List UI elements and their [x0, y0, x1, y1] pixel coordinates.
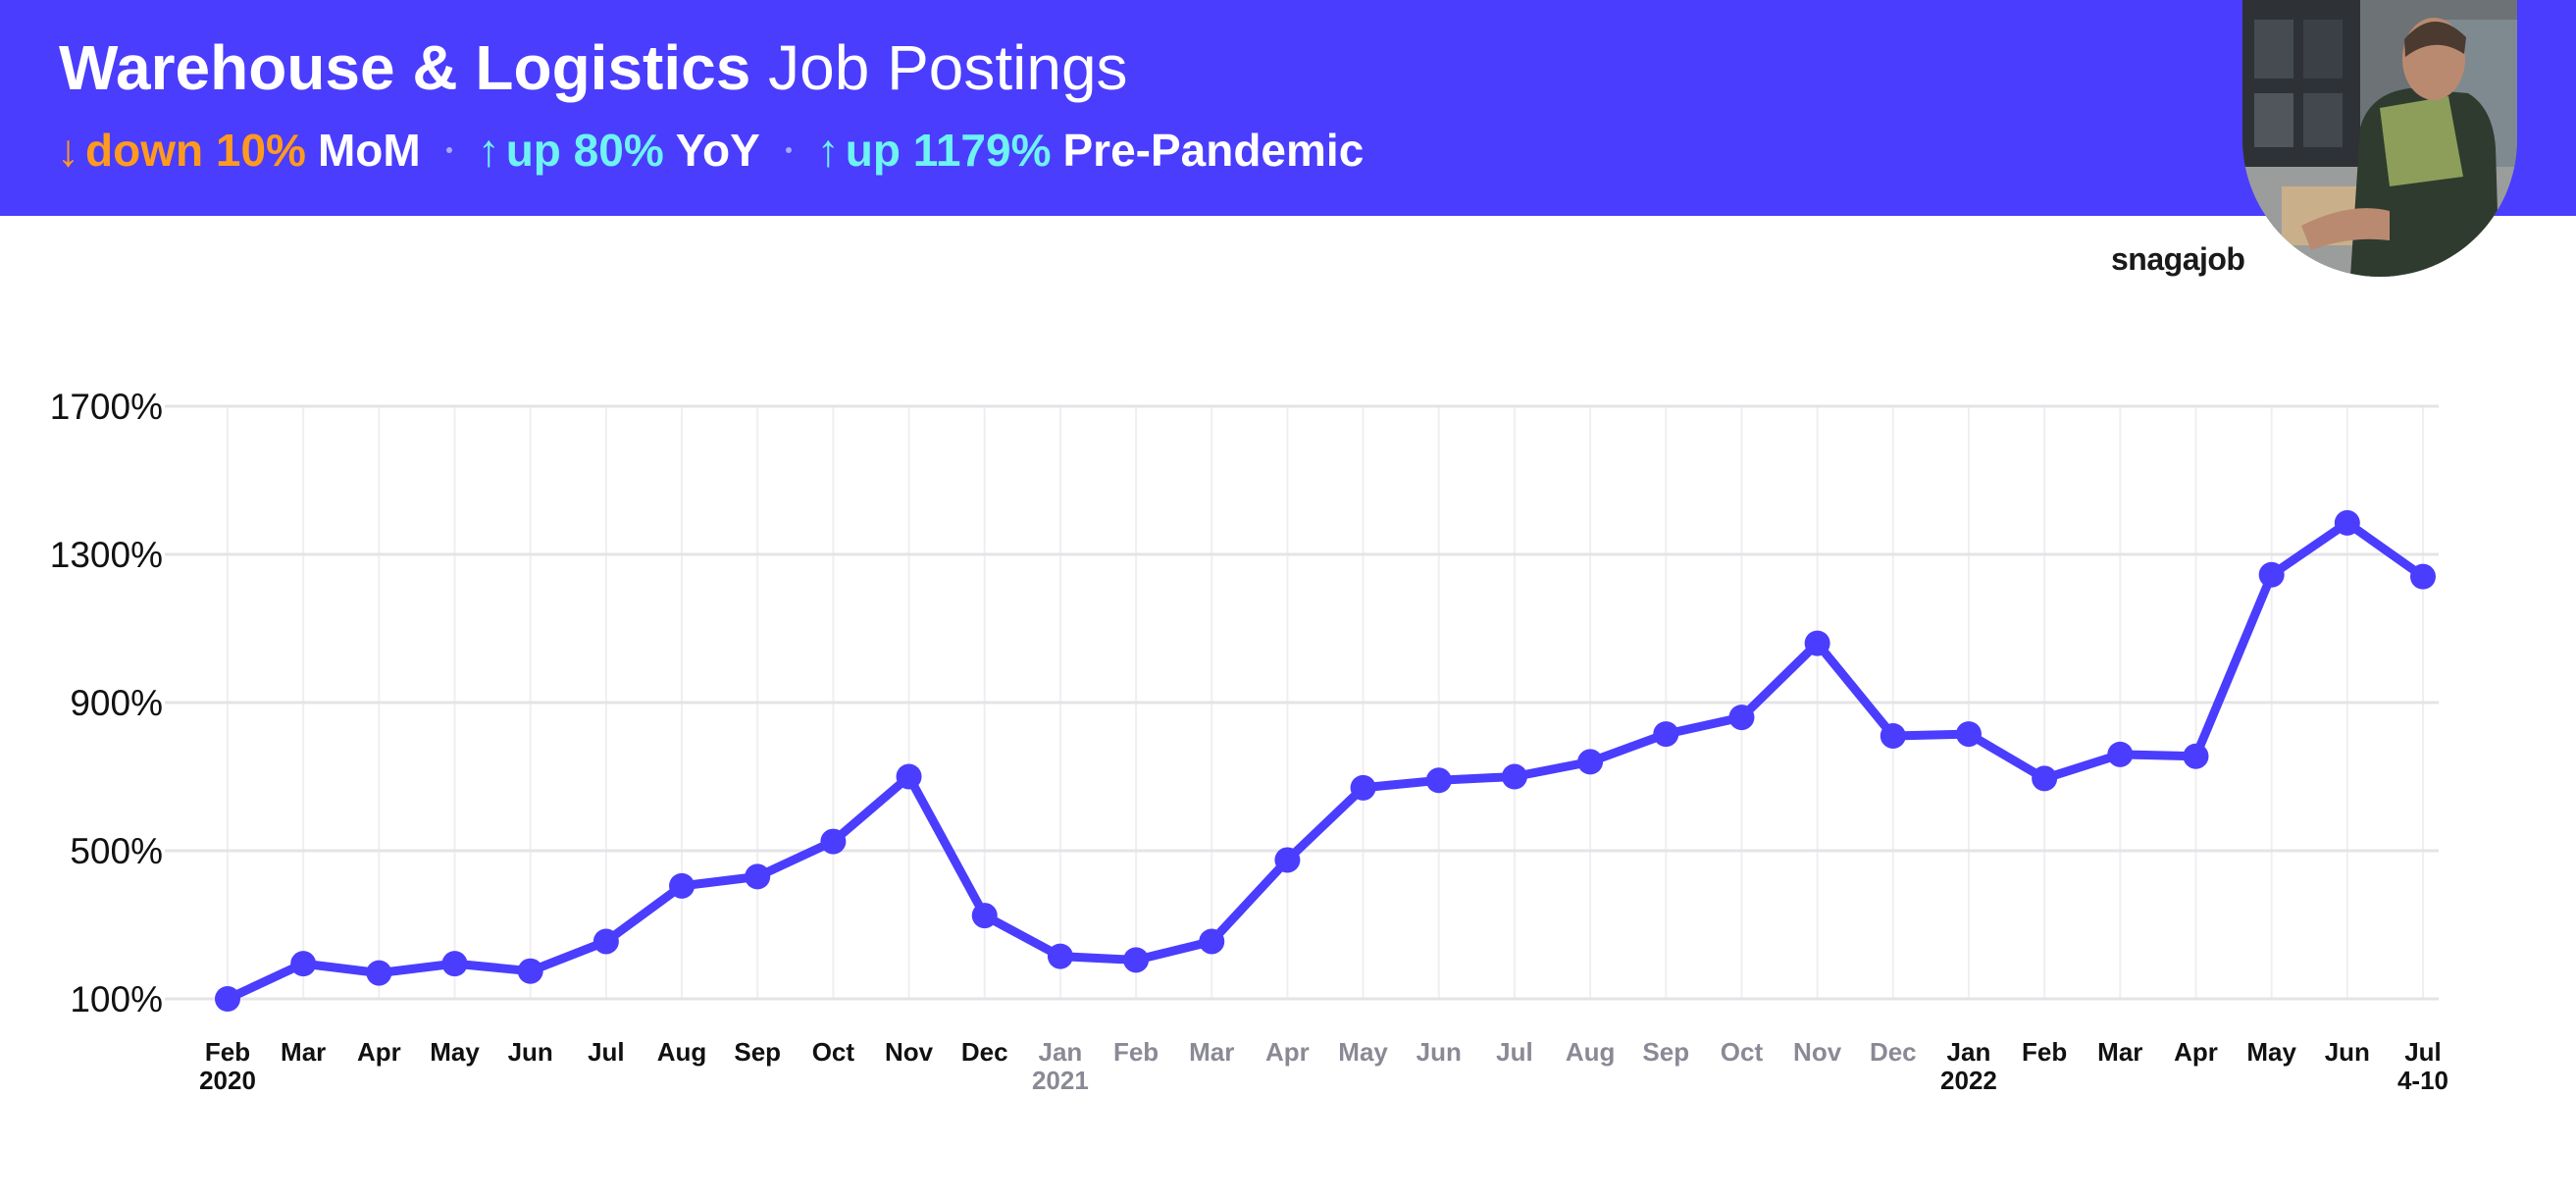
stat-pre-pandemic-label: Pre-Pandemic: [1062, 125, 1365, 176]
data-point: [1955, 721, 1982, 748]
x-tick-label: Mar: [1189, 1037, 1234, 1067]
y-tick-label: 500%: [70, 831, 163, 871]
x-tick-label: Mar: [281, 1037, 326, 1067]
x-tick-label: Sep: [1642, 1037, 1689, 1067]
arrow-up-icon: ↑: [816, 125, 840, 176]
x-tick-label: Sep: [734, 1037, 781, 1067]
x-tick-label: May: [430, 1037, 480, 1067]
stat-mom-label: MoM: [317, 125, 421, 176]
data-point: [215, 986, 240, 1012]
x-tick-label: Jan: [1947, 1037, 1991, 1067]
data-point: [669, 872, 696, 899]
x-tick-label: May: [1338, 1037, 1388, 1067]
data-point: [1501, 763, 1527, 790]
title-bold: Warehouse & Logistics: [59, 32, 751, 103]
x-tick-label: Nov: [885, 1037, 934, 1067]
data-point: [1653, 721, 1679, 748]
x-tick-label: Apr: [357, 1037, 401, 1067]
x-tick-year-label: 2020: [199, 1066, 256, 1095]
arrow-up-icon: ↑: [477, 125, 500, 176]
data-point: [1804, 630, 1830, 656]
x-tick-label: Mar: [2097, 1037, 2142, 1067]
x-tick-label: Apr: [1265, 1037, 1310, 1067]
x-tick-label: Jun: [1417, 1037, 1462, 1067]
stat-mom: ↓ down 10% MoM: [57, 124, 421, 177]
data-point: [2032, 765, 2058, 792]
x-tick-label: Dec: [961, 1037, 1008, 1067]
x-tick-label: Jul: [2404, 1037, 2442, 1067]
header-banner: Warehouse & Logistics Job Postings ↓ dow…: [0, 0, 2576, 216]
data-point: [366, 960, 392, 986]
x-tick-label: Oct: [812, 1037, 855, 1067]
data-point: [971, 903, 998, 929]
data-point: [2183, 743, 2209, 769]
stat-separator: [785, 147, 792, 153]
x-tick-label: Feb: [205, 1037, 250, 1067]
worker-photo: [2242, 0, 2517, 277]
y-tick-label: 1700%: [50, 387, 163, 427]
stat-pre-pandemic-value: up 1179%: [845, 125, 1052, 176]
data-point: [441, 951, 468, 977]
series-line: [223, 518, 2428, 1004]
x-tick-label: Oct: [1721, 1037, 1764, 1067]
stats-row: ↓ down 10% MoM ↑ up 80% YoY ↑ up 1179% P…: [57, 124, 1364, 177]
data-point: [896, 763, 922, 790]
data-point: [592, 928, 619, 955]
stat-mom-value: down 10%: [85, 125, 306, 176]
data-point: [517, 958, 543, 984]
data-points: [215, 509, 2436, 1012]
title-light: Job Postings: [768, 32, 1128, 103]
x-tick-label: Jul: [1496, 1037, 1533, 1067]
y-tick-label: 1300%: [50, 535, 163, 575]
y-tick-label: 900%: [70, 683, 163, 723]
x-tick-label: Dec: [1870, 1037, 1917, 1067]
data-point: [1577, 749, 1604, 775]
data-point: [1425, 767, 1452, 794]
data-point: [1880, 722, 1906, 749]
x-tick-label: May: [2246, 1037, 2296, 1067]
stat-yoy: ↑ up 80% YoY: [478, 124, 760, 177]
x-tick-label: Feb: [2022, 1037, 2067, 1067]
x-tick-label: Jun: [2325, 1037, 2370, 1067]
x-tick-label: Aug: [657, 1037, 707, 1067]
x-tick-label: Nov: [1793, 1037, 1842, 1067]
stat-yoy-value: up 80%: [505, 125, 664, 176]
data-point: [2410, 563, 2436, 590]
stat-pre-pandemic: ↑ up 1179% Pre-Pandemic: [817, 124, 1364, 177]
data-point: [1350, 774, 1376, 801]
x-tick-label: Aug: [1566, 1037, 1616, 1067]
page-title: Warehouse & Logistics Job Postings: [59, 33, 1128, 102]
x-tick-year-label: 4-10: [2397, 1066, 2448, 1095]
x-tick-label: Apr: [2174, 1037, 2218, 1067]
y-tick-label: 100%: [70, 979, 163, 1019]
x-tick-year-label: 2021: [1032, 1066, 1089, 1095]
worker-photo-illustration: [2242, 0, 2517, 277]
x-tick-label: Feb: [1113, 1037, 1159, 1067]
data-point: [1728, 705, 1755, 731]
data-point: [1274, 847, 1301, 873]
data-point: [290, 951, 317, 977]
x-tick-label: Jan: [1038, 1037, 1082, 1067]
data-point: [2258, 561, 2285, 588]
data-point: [2334, 509, 2360, 536]
data-point: [1199, 928, 1225, 955]
y-axis-ticks: 100% 500% 900% 1300% 1700%: [50, 387, 163, 1019]
x-tick-year-label: 2022: [1940, 1066, 1997, 1095]
stat-separator: [445, 147, 452, 153]
data-point: [1123, 947, 1150, 973]
data-point: [820, 828, 847, 855]
horizontal-gridlines: [165, 404, 2439, 1001]
data-point: [2107, 741, 2134, 767]
x-tick-label: Jun: [508, 1037, 553, 1067]
stat-yoy-label: YoY: [675, 125, 760, 176]
x-tick-label: Jul: [588, 1037, 625, 1067]
snagajob-logo: snagajob: [2111, 241, 2245, 277]
data-point: [1047, 943, 1073, 969]
arrow-down-icon: ↓: [57, 125, 79, 176]
data-point: [745, 863, 771, 890]
